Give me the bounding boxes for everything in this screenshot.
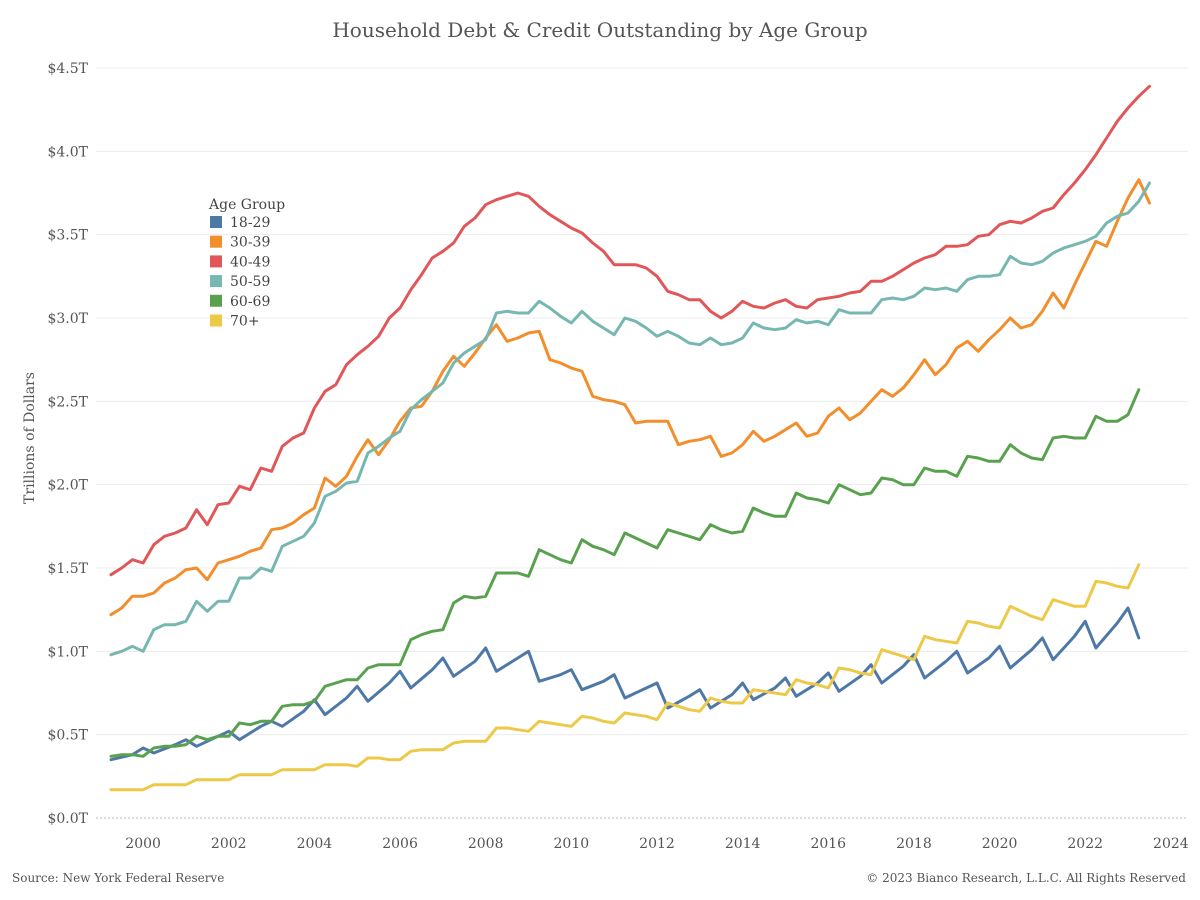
legend: Age Group 18-29 30-39 40-49 50-59 60-69 70+ [208, 197, 285, 330]
y-tick-label: $1.0T [47, 644, 88, 660]
x-tick-label: 2002 [211, 836, 247, 852]
y-tick-label: $1.5T [47, 561, 88, 577]
x-tick-label: 2004 [297, 836, 333, 852]
y-tick-label: $3.0T [47, 311, 88, 327]
x-tick-label: 2010 [554, 836, 590, 852]
x-tick-label: 2022 [1067, 836, 1103, 852]
y-tick-label: $3.5T [47, 228, 88, 244]
footer-source: Source: New York Federal Reserve [12, 871, 224, 885]
series-line-60-69 [109, 388, 1141, 758]
series-line-30-39 [109, 178, 1151, 617]
series-line-18-29 [109, 606, 1141, 762]
series-layer [109, 84, 1151, 792]
chart-title: Household Debt & Credit Outstanding by A… [332, 18, 867, 42]
y-tick-label: $4.0T [47, 144, 88, 160]
x-tick-label: 2008 [468, 836, 504, 852]
x-tick-label: 2006 [382, 836, 418, 852]
y-tick-label: $0.0T [47, 811, 88, 827]
series-line-40-49 [109, 84, 1151, 577]
legend-swatch [210, 294, 222, 307]
y-tick-label: $2.0T [47, 478, 88, 494]
legend-label: 40-49 [230, 254, 270, 270]
x-tick-label: 2018 [896, 836, 932, 852]
footer-copyright: © 2023 Bianco Research, L.L.C. All Right… [866, 871, 1186, 885]
legend-swatch [210, 235, 222, 248]
y-tick-label: $0.5T [47, 728, 88, 744]
legend-swatch [210, 255, 222, 268]
legend-label: 18-29 [230, 215, 270, 231]
x-axis: 2000 2002 2004 2006 2008 2010 2012 2014 2016 2018… [125, 836, 1188, 852]
series-line-70+ [109, 563, 1141, 792]
x-tick-label: 2024 [1153, 836, 1189, 852]
legend-title: Age Group [208, 197, 285, 213]
legend-swatch [210, 275, 222, 288]
legend-label: 30-39 [230, 235, 270, 251]
x-tick-label: 2016 [810, 836, 846, 852]
legend-label: 70+ [230, 314, 260, 330]
series-line-50-59 [109, 181, 1151, 657]
y-tick-label: $4.5T [47, 61, 88, 77]
legend-label: 60-69 [230, 294, 270, 310]
x-tick-label: 2014 [725, 836, 761, 852]
x-tick-label: 2020 [982, 836, 1018, 852]
gridlines [96, 67, 1188, 819]
x-tick-label: 2012 [639, 836, 675, 852]
y-axis-title: Trillions of Dollars [22, 372, 38, 504]
legend-swatch [210, 216, 222, 228]
x-tick-label: 2000 [125, 836, 161, 852]
legend-swatch [210, 314, 222, 327]
y-tick-label: $2.5T [47, 394, 88, 410]
y-axis: $0.0T $0.5T $1.0T $1.5T $2.0T $2.5T $3.0T $3.5T… [47, 61, 88, 827]
legend-label: 50-59 [230, 274, 270, 290]
